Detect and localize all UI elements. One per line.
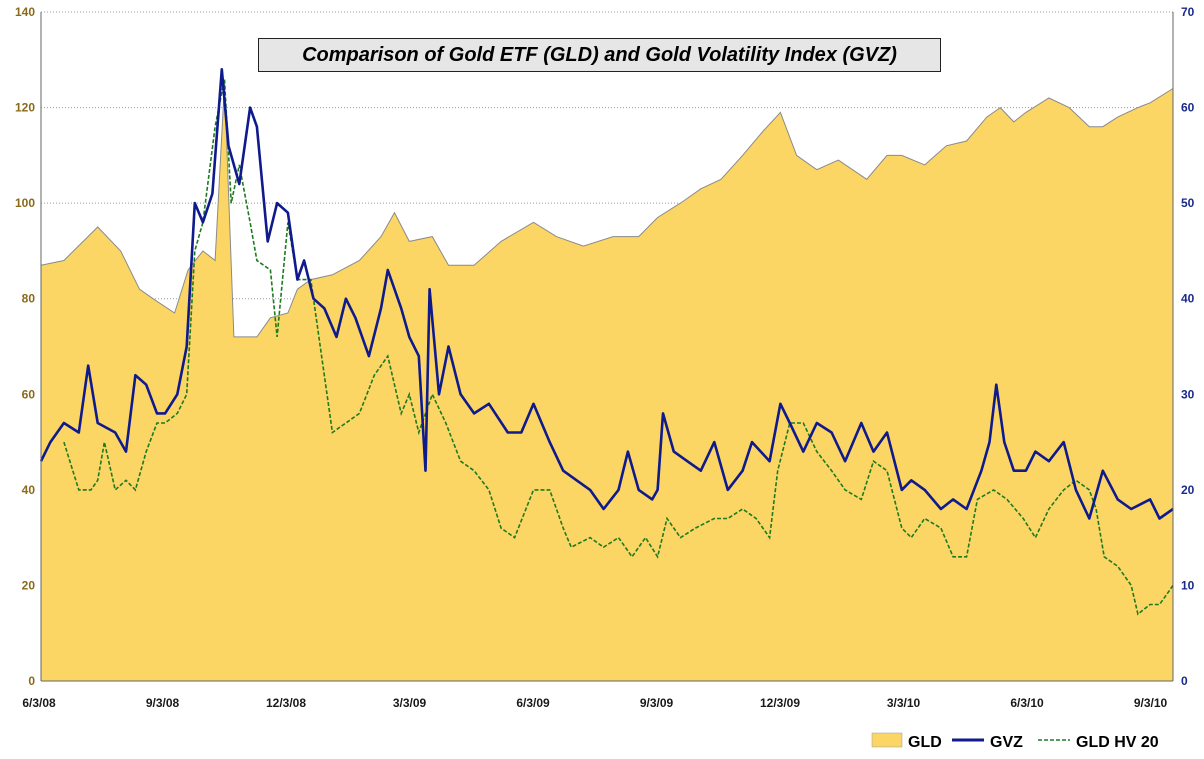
x-tick-label: 9/3/09 <box>640 696 674 710</box>
x-tick-label: 6/3/09 <box>516 696 550 710</box>
y-left-tick-label: 100 <box>15 196 35 210</box>
x-tick-label: 3/3/09 <box>393 696 427 710</box>
x-tick-label: 12/3/09 <box>760 696 800 710</box>
gvz-line <box>39 68 1174 520</box>
gld-area <box>41 83 1173 681</box>
y-right-tick-label: 30 <box>1181 387 1195 401</box>
y-right-tick-label: 20 <box>1181 483 1195 497</box>
legend-label-gld: GLD <box>908 734 942 751</box>
chart-title: Comparison of Gold ETF (GLD) and Gold Vo… <box>258 38 941 72</box>
legend-swatch-gld <box>871 732 903 748</box>
x-tick-label: 9/3/08 <box>146 696 180 710</box>
y-left-tick-label: 0 <box>28 674 35 688</box>
y-right-tick-label: 50 <box>1181 196 1195 210</box>
y-left-tick-label: 60 <box>22 387 36 401</box>
y-right-tick-label: 70 <box>1181 5 1195 19</box>
y-left-tick-label: 40 <box>22 483 36 497</box>
legend: GLD GVZ GLD HV 20 <box>871 732 1159 751</box>
y-left-tick-label: 140 <box>15 5 35 19</box>
x-tick-label: 3/3/10 <box>887 696 921 710</box>
x-tick-label: 6/3/08 <box>22 696 56 710</box>
y-left-tick-label: 80 <box>22 292 36 306</box>
axes: 0 20 40 60 80 100 120 140 0 10 20 30 40 50 60 70 6/3/08 9… <box>15 5 1195 710</box>
y-left-tick-label: 20 <box>22 578 36 592</box>
y-right-tick-label: 60 <box>1181 101 1195 115</box>
x-tick-label: 12/3/08 <box>266 696 306 710</box>
y-right-tick-label: 0 <box>1181 674 1188 688</box>
gld-edge-line <box>40 83 1174 338</box>
x-tick-label: 6/3/10 <box>1010 696 1044 710</box>
legend-label-gvz: GVZ <box>990 734 1023 751</box>
legend-label-hv20: GLD HV 20 <box>1076 734 1159 751</box>
series-layer <box>39 68 1174 681</box>
y-right-tick-label: 40 <box>1181 292 1195 306</box>
y-left-tick-label: 120 <box>15 101 35 115</box>
y-right-tick-label: 10 <box>1181 578 1195 592</box>
x-tick-label: 9/3/10 <box>1134 696 1168 710</box>
